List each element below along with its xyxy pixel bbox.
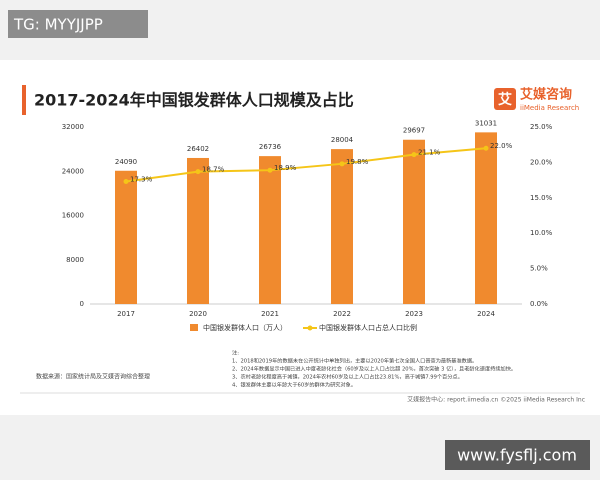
logo-mark-text: 艾 [498,91,512,108]
bar [475,132,497,304]
y2-tick-label: 5.0% [530,265,548,273]
legend-label: 中国银发群体人口（万人） [203,323,287,332]
line-marker [483,145,489,151]
y2-tick-label: 20.0% [530,158,553,166]
bar [187,157,209,304]
line-label: 17.3% [130,176,153,184]
y-tick-label: 0 [80,300,84,308]
line-marker [267,167,273,173]
y2-tick-label: 0.0% [530,300,548,308]
x-tick-label: 2021 [261,310,279,318]
watermark: TG: MYYJJPP [13,16,103,34]
x-tick-label: 2024 [477,310,495,318]
note: 2、2024年数据显示中国已进入中度老龄化社会（60岁及以上人口占比超 20%，… [232,365,516,373]
footer: 艾媒报告中心: report.iimedia.cn ©2025 iiMedia … [407,396,585,404]
logo-mark [494,88,516,110]
line-label: 18.7% [202,166,225,174]
logo-cn: 艾媒咨询 [520,87,572,103]
y-tick-label: 16000 [62,212,84,220]
x-tick-label: 2023 [405,310,423,318]
note: 3、农村老龄化程度高于城镇，2024年农村60岁及以上人口占比23.81%，高于… [232,373,463,381]
x-tick-label: 2020 [189,310,207,318]
y-tick-label: 8000 [66,256,84,264]
bar-label: 24090 [115,158,137,166]
line-label: 19.8% [346,158,369,166]
line [125,147,487,183]
y2-tick-label: 25.0% [530,123,553,131]
line-marker [411,152,417,158]
bar [259,156,281,304]
x-tick-label: 2022 [333,310,351,318]
y-tick-label: 32000 [62,123,84,131]
bar [403,139,425,304]
note: 4、银发群体主要以年龄大于60岁的群体为研究对象。 [232,381,356,389]
title-accent [22,85,26,115]
x-tick-label: 2017 [117,310,135,318]
legend-swatch [307,325,313,331]
line-label: 21.1% [418,149,441,157]
note: 注: [232,349,239,357]
y-tick-label: 24000 [62,167,84,175]
line-marker [195,169,201,175]
note: 1、2018和2019年的数据未在公开统计中单独列出，主要以2020年第七次全国… [232,357,477,365]
legend-label: 中国银发群体人口占总人口比例 [319,323,417,332]
y2-tick-label: 10.0% [530,229,553,237]
line-label: 22.0% [490,142,513,150]
chart-title: 2017-2024年中国银发群体人口规模及占比 [34,91,354,110]
line-label: 18.9% [274,164,297,172]
bar-label: 31031 [475,119,497,127]
logo-en: iiMedia Research [520,104,579,112]
line-marker [123,179,129,185]
bar-label: 29697 [403,127,425,135]
bar-label: 26402 [187,145,209,153]
watermark-box [445,440,590,470]
bar [331,149,353,304]
card [0,60,600,415]
watermark-box [8,10,148,38]
bar-label: 26736 [259,143,282,151]
legend-swatch [190,324,198,331]
y2-tick-label: 15.0% [530,194,553,202]
bar [115,170,137,304]
bar-label: 28004 [331,136,354,144]
watermark: www.fysflj.com [457,446,577,465]
line-marker [339,161,345,167]
source: 数据来源：国家统计局及艾媒咨询综合整理 [36,373,150,381]
